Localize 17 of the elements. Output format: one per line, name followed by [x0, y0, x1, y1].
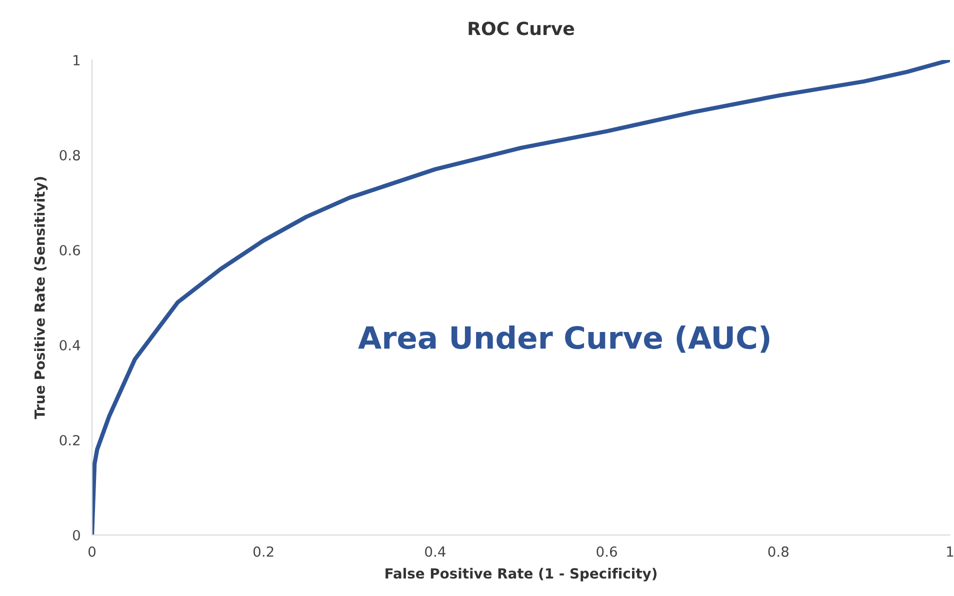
y-tick-label: 0.4	[60, 340, 80, 350]
x-tick-label: 0.2	[253, 546, 274, 557]
x-tick-label: 1	[947, 546, 954, 557]
x-tick-label: 0.4	[425, 546, 446, 557]
x-tick-label: 0.8	[768, 546, 788, 557]
chart-title: ROC Curve	[468, 22, 574, 36]
y-tick-label: 0.2	[60, 434, 80, 446]
y-tick-label: 0.8	[60, 150, 80, 160]
y-tick-label: 0	[72, 530, 80, 540]
x-tick-label: 0.6	[596, 546, 617, 557]
y-axis-title: True Positive Rate (Sensitivity)	[34, 177, 48, 420]
x-axis-title: False Positive Rate (1 - Specificity)	[386, 568, 656, 582]
x-tick-label: 0	[88, 546, 96, 557]
annotation: Area Under Curve (AUC)	[358, 325, 770, 353]
y-tick-label: 0.6	[60, 244, 80, 256]
y-tick-label: 1	[74, 55, 80, 66]
line-series	[92, 60, 950, 535]
